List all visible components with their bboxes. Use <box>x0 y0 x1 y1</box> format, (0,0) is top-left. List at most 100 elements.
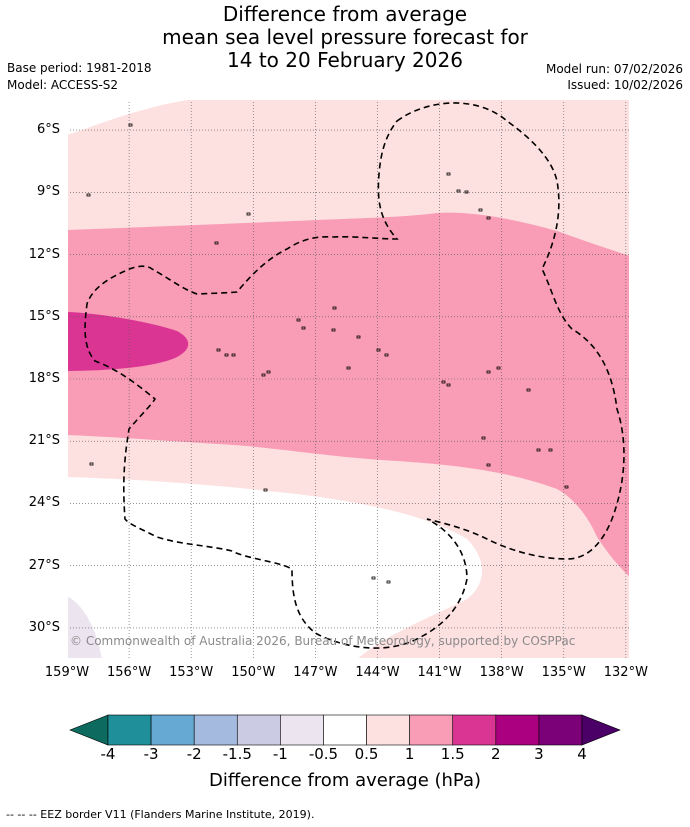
lat-label: 15°S <box>28 308 60 324</box>
lon-label: 150°W <box>231 665 276 680</box>
colorbar-tick-label: 4 <box>577 745 587 763</box>
island-mark <box>296 318 301 322</box>
colorbar-bin <box>409 714 454 746</box>
lon-label: 159°W <box>44 665 90 680</box>
lon-label: 141°W <box>417 665 462 680</box>
colorbar-extend-low <box>69 714 109 746</box>
island-mark <box>331 328 336 332</box>
lon-label: 135°W <box>541 665 586 680</box>
colorbar-tick-label: -4 <box>100 745 116 763</box>
island-mark <box>384 353 389 357</box>
colorbar-bin <box>323 714 367 746</box>
colorbar-tick-label: 3 <box>534 745 544 763</box>
colorbar-bin <box>538 714 583 746</box>
island-mark <box>478 208 483 212</box>
anomaly-neutral-area <box>67 477 482 659</box>
lat-label: 6°S <box>36 122 60 138</box>
island-mark <box>464 190 469 194</box>
base-period: Base period: 1981-2018 <box>7 61 152 75</box>
lon-label: 132°W <box>603 665 648 680</box>
island-mark <box>456 189 461 193</box>
colorbar-tick-label: 1 <box>404 745 415 763</box>
colorbar-tick-label: 1.5 <box>440 745 465 763</box>
colorbar-bin <box>150 714 195 746</box>
island-mark <box>89 462 94 466</box>
lat-label: 12°S <box>28 246 60 262</box>
anomaly-band-1-1.5 <box>67 212 630 577</box>
island-mark <box>376 348 381 352</box>
island-mark <box>548 448 553 452</box>
lat-label: 30°S <box>28 619 60 635</box>
colorbar-tick-label: -0.5 <box>308 745 339 763</box>
colorbar <box>69 714 621 746</box>
island-mark <box>346 366 351 370</box>
lon-label: 144°W <box>355 665 400 680</box>
map-frame-border <box>67 99 630 659</box>
colorbar-tick-label: -1 <box>272 745 288 763</box>
island-mark <box>246 212 251 216</box>
lon-label: 147°W <box>293 665 338 680</box>
anomaly-neutral-top-corner <box>67 99 197 135</box>
anomaly-band-minus1-minus0.5 <box>67 596 102 659</box>
island-mark <box>356 335 361 339</box>
issued-date: Issued: 10/02/2026 <box>567 78 683 92</box>
islands <box>86 123 569 584</box>
lat-label: 21°S <box>28 433 60 449</box>
colorbar-bin <box>236 714 281 746</box>
lon-label: 156°W <box>107 665 152 680</box>
colorbar-bin <box>366 714 410 746</box>
lat-label: 27°S <box>28 557 60 573</box>
lat-label: 24°S <box>28 495 60 511</box>
lon-label: 138°W <box>479 665 524 680</box>
pressure-anomaly-map <box>67 99 630 659</box>
island-mark <box>128 123 133 127</box>
island-mark <box>536 448 541 452</box>
island-mark <box>496 366 501 370</box>
island-mark <box>224 353 229 357</box>
island-mark <box>486 370 491 374</box>
island-mark <box>446 383 451 387</box>
colorbar-tick-label: 2 <box>491 745 501 763</box>
map-panel <box>67 99 630 659</box>
lon-label: 153°W <box>169 665 214 680</box>
colorbar-title: Difference from average (hPa) <box>208 770 482 791</box>
title-line-1: Difference from average <box>222 2 468 26</box>
colorbar-bin <box>280 714 324 746</box>
colorbar-tick-label: -3 <box>143 745 159 763</box>
island-mark <box>263 488 268 492</box>
island-mark <box>301 326 306 330</box>
lat-label: 9°S <box>36 184 60 200</box>
colorbar-bin <box>452 714 497 746</box>
eez-border <box>84 102 625 649</box>
island-mark <box>486 216 491 220</box>
title-line-2: mean sea level pressure forecast for <box>162 25 528 49</box>
island-mark <box>441 380 446 384</box>
island-mark <box>371 576 376 580</box>
colorbar-tick-label: -1.5 <box>222 745 252 763</box>
model-run: Model run: 07/02/2026 <box>545 62 683 76</box>
colorbar-tick-label: -2 <box>186 745 202 763</box>
colorbar-extend-high <box>581 714 621 746</box>
island-mark <box>526 388 531 392</box>
island-mark <box>86 193 91 197</box>
island-mark <box>266 370 271 374</box>
colorbar-bin <box>107 714 152 746</box>
copyright-text: © Commonwealth of Australia 2026, Bureau… <box>70 634 576 648</box>
island-mark <box>486 463 491 467</box>
anomaly-band-1.5-2 <box>67 312 189 371</box>
title-line-3: 14 to 20 February 2026 <box>227 48 463 72</box>
island-mark <box>332 306 337 310</box>
colorbar-tick-label: 0.5 <box>354 745 379 763</box>
island-mark <box>214 241 219 245</box>
island-mark <box>446 172 451 176</box>
island-mark <box>261 373 266 377</box>
eez-footnote: -- -- -- EEZ border V11 (Flanders Marine… <box>6 808 315 821</box>
colorbar-bin <box>193 714 238 746</box>
lat-label: 18°S <box>28 371 60 386</box>
island-mark <box>386 580 391 584</box>
island-mark <box>564 485 569 489</box>
island-mark <box>481 436 486 440</box>
island-mark <box>216 348 221 352</box>
gridlines <box>67 99 630 659</box>
model-name: Model: ACCESS-S2 <box>7 78 119 92</box>
